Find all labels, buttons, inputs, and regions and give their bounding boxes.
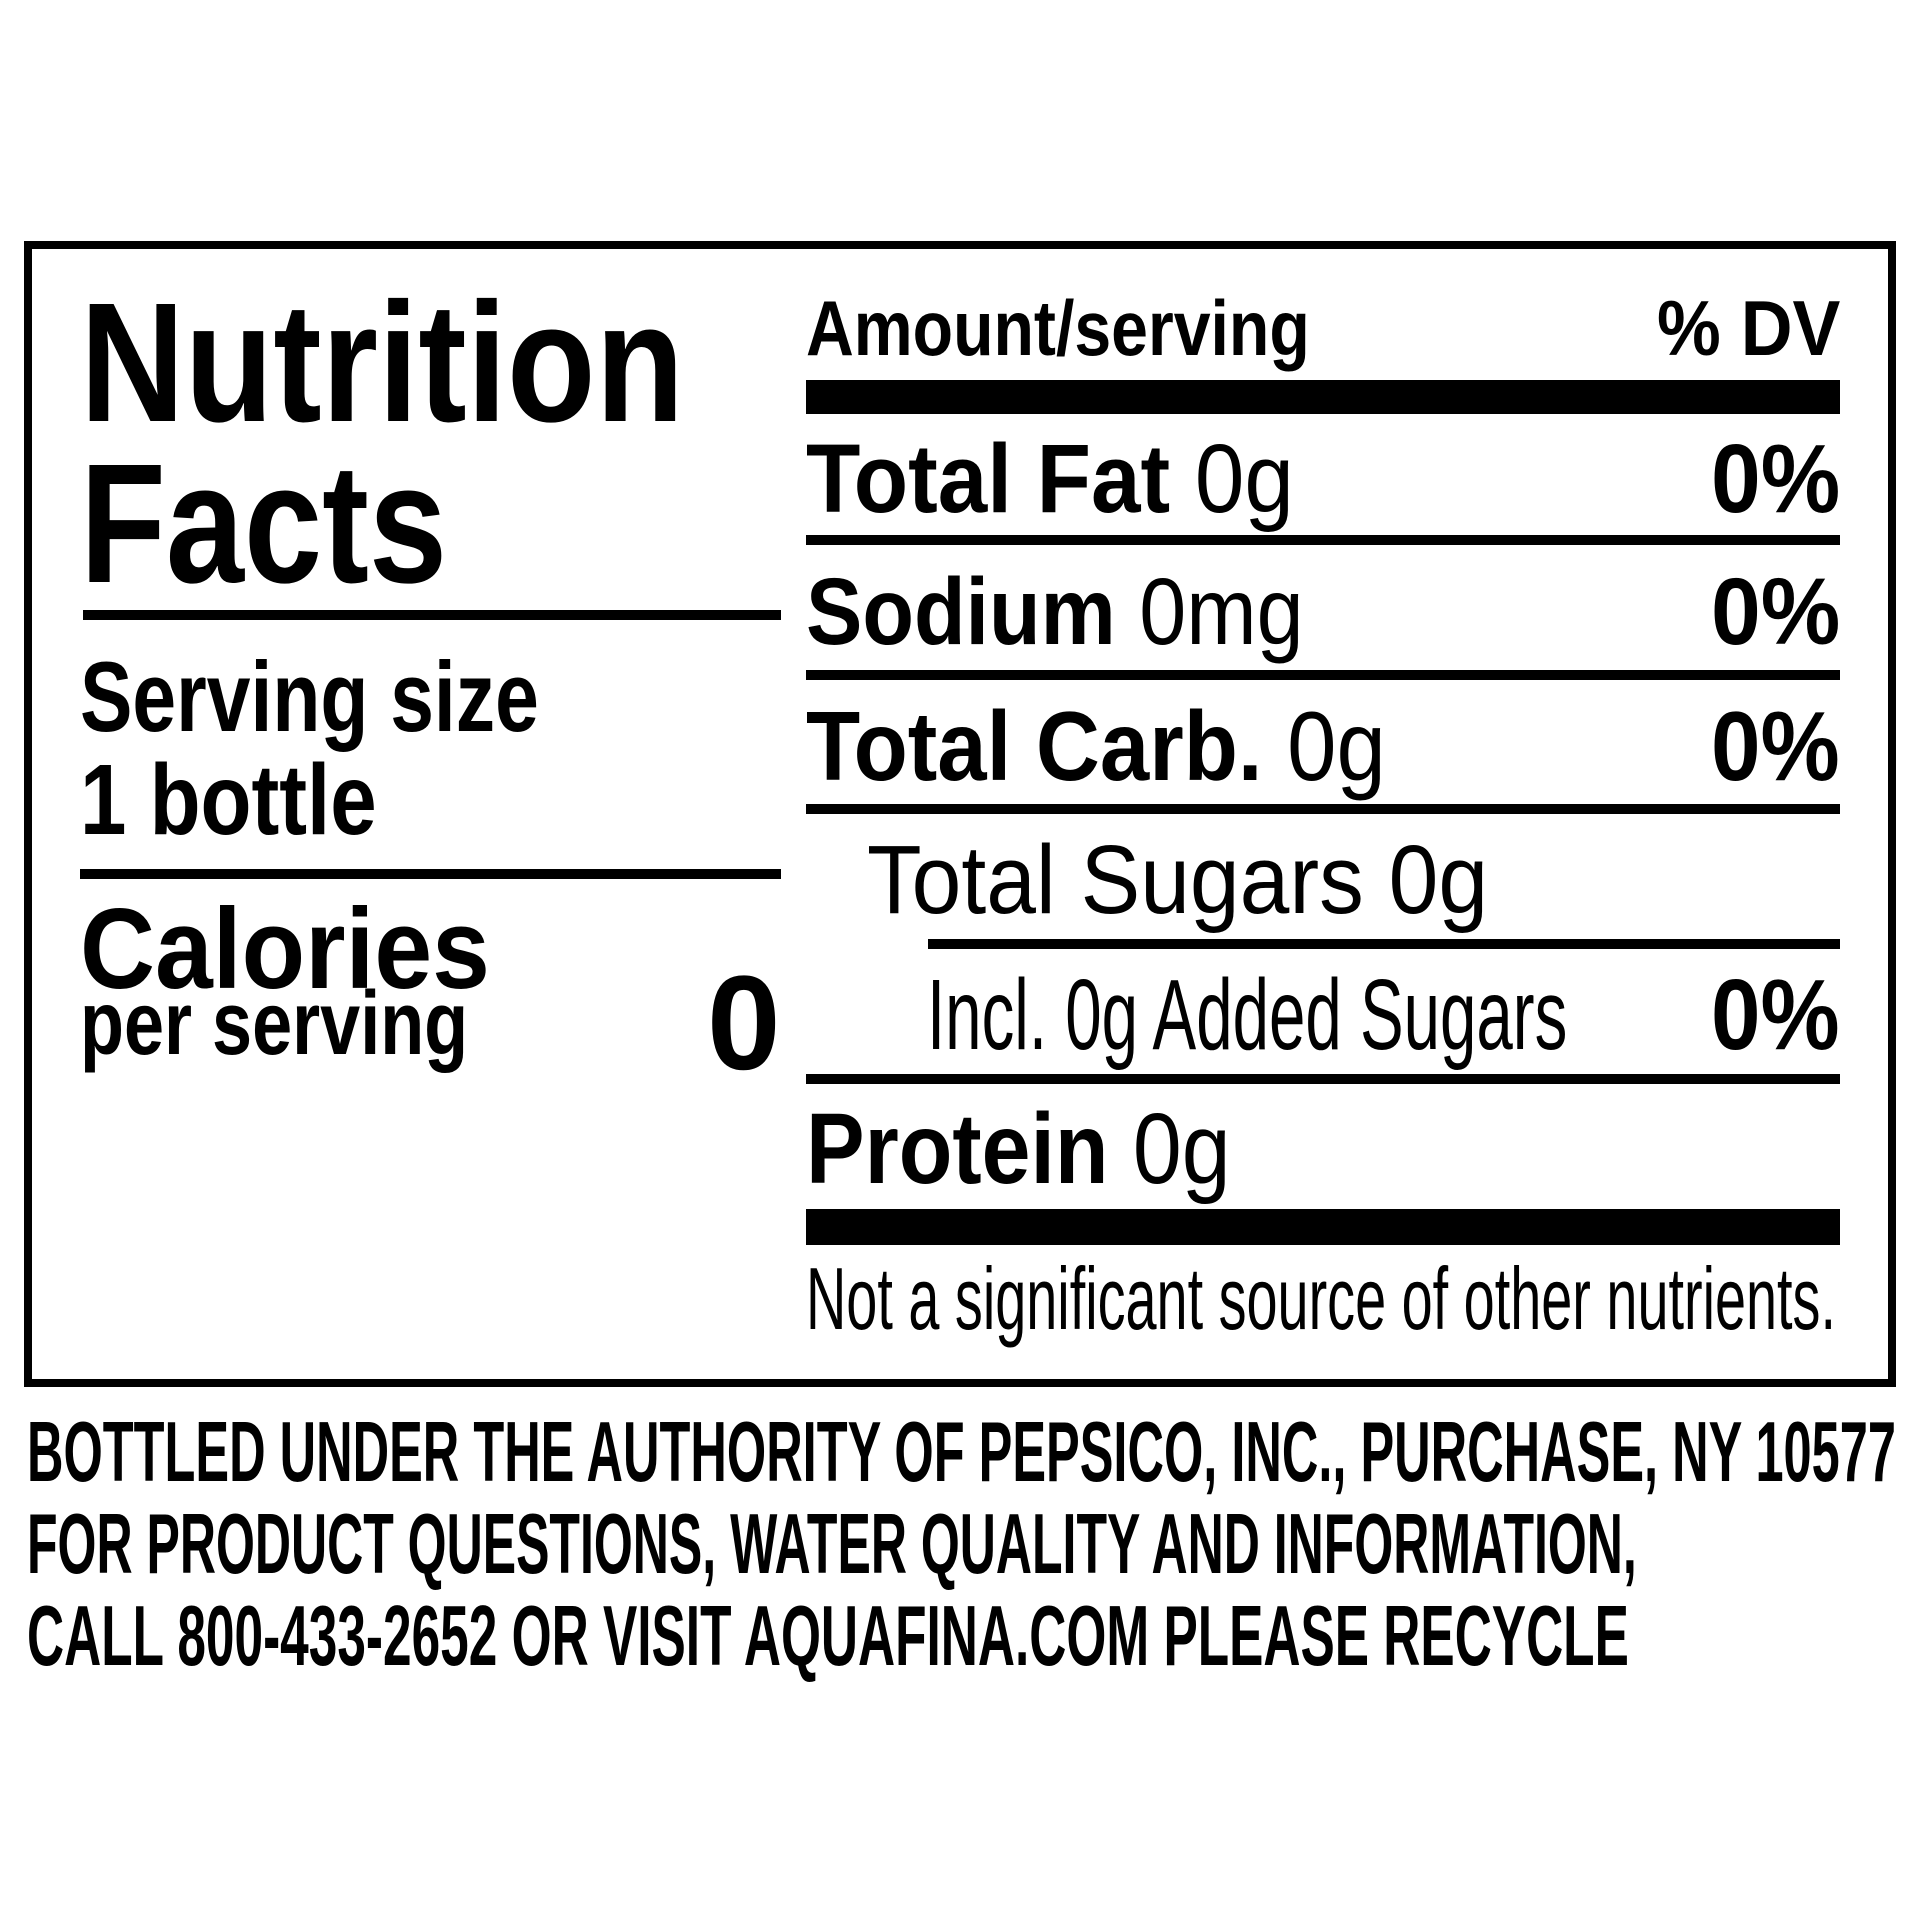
nutrient-dv: 0% <box>1711 559 1841 665</box>
nutrient-amount: 0g <box>1287 691 1386 801</box>
nutrient-protein: Protein 0g <box>806 1099 1231 1199</box>
thick-divider <box>806 1209 1840 1245</box>
nutrient-amount: 0g <box>1194 424 1294 533</box>
nutrition-facts-panel <box>24 241 1896 1387</box>
nutrient-name: Sodium <box>806 559 1116 665</box>
divider <box>806 1074 1840 1084</box>
calories-label: Calories <box>80 886 490 1013</box>
divider <box>80 869 781 879</box>
footer-line: CALL 800-433-2652 OR VISIT AQUAFINA.COM … <box>27 1589 1629 1684</box>
title-nutrition: Nutrition <box>80 268 685 458</box>
thick-divider <box>806 380 1840 414</box>
nutrient-total-fat: Total Fat 0g <box>806 430 1294 527</box>
nutrient-total-carb: Total Carb. 0g <box>806 697 1386 795</box>
nutrient-name: Total Carb. <box>806 691 1263 801</box>
nutrient-total-sugars: Total Sugars 0g <box>867 825 1489 934</box>
nutrient-added-sugars: Incl. 0g Added Sugars <box>927 959 1568 1071</box>
header-amount-per-serving: Amount/serving <box>806 284 1310 372</box>
nutrient-dv: 0% <box>1711 424 1841 533</box>
serving-size-value: 1 bottle <box>80 744 377 856</box>
divider <box>83 610 781 620</box>
divider <box>806 535 1840 545</box>
footer-line: BOTTLED UNDER THE AUTHORITY OF PEPSICO, … <box>27 1405 1896 1500</box>
serving-size-label: Serving size <box>80 641 539 752</box>
nutrient-sodium: Sodium 0mg <box>806 565 1304 660</box>
calories-value: 0 <box>707 949 781 1098</box>
header-percent-dv: % DV <box>1657 284 1841 372</box>
footer-line: FOR PRODUCT QUESTIONS, WATER QUALITY AND… <box>27 1497 1637 1592</box>
nutrient-amount: 0mg <box>1139 559 1304 665</box>
divider <box>806 804 1840 814</box>
divider <box>806 670 1840 680</box>
nutrient-amount: 0g <box>1132 1093 1231 1205</box>
divider <box>928 939 1840 949</box>
nutrient-name: Total Fat <box>806 424 1171 533</box>
footnote: Not a significant source of other nutrie… <box>806 1249 1836 1348</box>
nutrient-name: Protein <box>806 1093 1109 1205</box>
nutrient-dv: 0% <box>1711 691 1840 801</box>
nutrient-dv: 0% <box>1711 959 1840 1071</box>
calories-per-serving: per serving <box>80 974 469 1074</box>
title-facts: Facts <box>80 429 448 619</box>
